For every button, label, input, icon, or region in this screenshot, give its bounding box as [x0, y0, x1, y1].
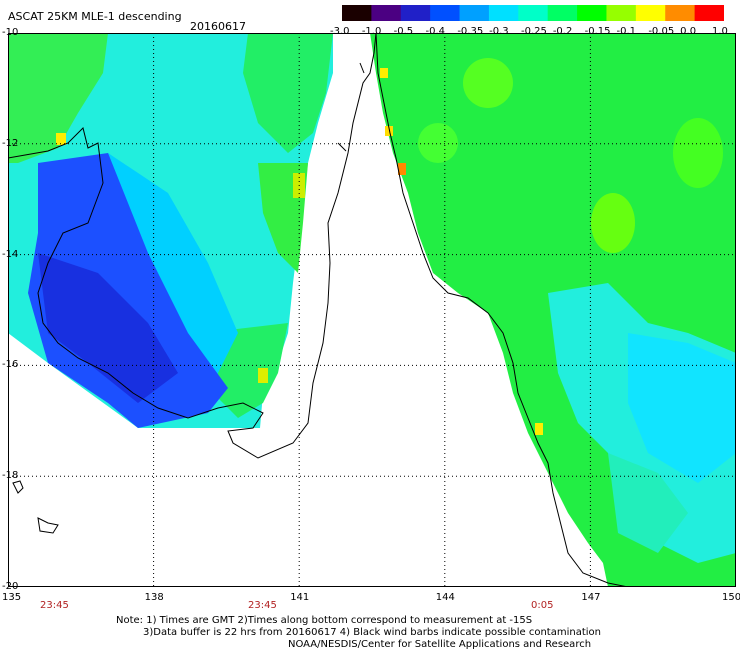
longitude-label: 141 — [290, 592, 310, 603]
colorbar-cell — [400, 5, 431, 21]
coastline-east — [375, 33, 629, 587]
colorbar-cell — [488, 5, 519, 21]
colorbar — [342, 5, 724, 21]
colorbar-cell — [606, 5, 637, 21]
longitude-label: 135 — [2, 592, 22, 603]
colorbar-cell — [371, 5, 402, 21]
longitude-label: 150 — [722, 592, 740, 603]
colorbar-cell — [665, 5, 696, 21]
colorbar-label: -0.2 — [552, 26, 573, 37]
latitude-label: -14 — [2, 248, 19, 260]
colorbar-label: -0.3 — [489, 26, 509, 37]
colorbar-label: -1.0 — [361, 26, 382, 37]
colorbar-cell — [547, 5, 578, 21]
colorbar-cell — [635, 5, 666, 21]
western-swath — [8, 33, 333, 428]
longitude-label: 147 — [581, 592, 601, 603]
colorbar-label: -0.35 — [457, 26, 484, 37]
colorbar-cell — [577, 5, 607, 21]
product-title: ASCAT 25KM MLE-1 descending — [8, 10, 182, 23]
measurement-time-label: 23:45 — [40, 600, 69, 611]
eastern-swath — [370, 33, 736, 587]
colorbar-cell — [518, 5, 549, 21]
colorbar-label: -0.4 — [425, 26, 446, 37]
longitude-label: 144 — [435, 592, 455, 603]
colorbar-label: -3.0 — [330, 26, 350, 37]
measurement-time-label: 0:05 — [531, 600, 554, 611]
note-line-1: Note: 1) Times are GMT 2)Times along bot… — [116, 615, 533, 626]
colorbar-label: -0.5 — [393, 26, 414, 37]
latitude-label: -12 — [2, 137, 19, 149]
coastline-west — [8, 33, 377, 459]
colorbar-label: -0.25 — [521, 26, 547, 37]
colorbar-cell — [694, 5, 724, 21]
map-panel — [8, 33, 736, 587]
colorbar-cell — [459, 5, 490, 21]
colorbar-label: 1.0 — [712, 26, 728, 37]
colorbar-label: -0.1 — [616, 26, 637, 37]
latitude-label: -16 — [2, 359, 19, 371]
latitude-label: -10 — [2, 27, 19, 38]
latitude-label: -20 — [2, 581, 19, 592]
colorbar-label: 0.0 — [680, 26, 697, 37]
note-line-3: NOAA/NESDIS/Center for Satellite Applica… — [288, 639, 592, 650]
colorbar-cell — [342, 5, 372, 21]
product-date: 20160617 — [190, 20, 246, 33]
colorbar-label: -0.05 — [648, 26, 675, 37]
note-line-2: 3)Data buffer is 22 hrs from 20160617 4)… — [143, 627, 601, 638]
measurement-time-label: 23:45 — [248, 600, 277, 611]
latitude-label: -18 — [2, 470, 19, 482]
colorbar-label: -0.15 — [584, 26, 611, 37]
longitude-label: 138 — [144, 592, 164, 603]
colorbar-cell — [430, 5, 461, 21]
